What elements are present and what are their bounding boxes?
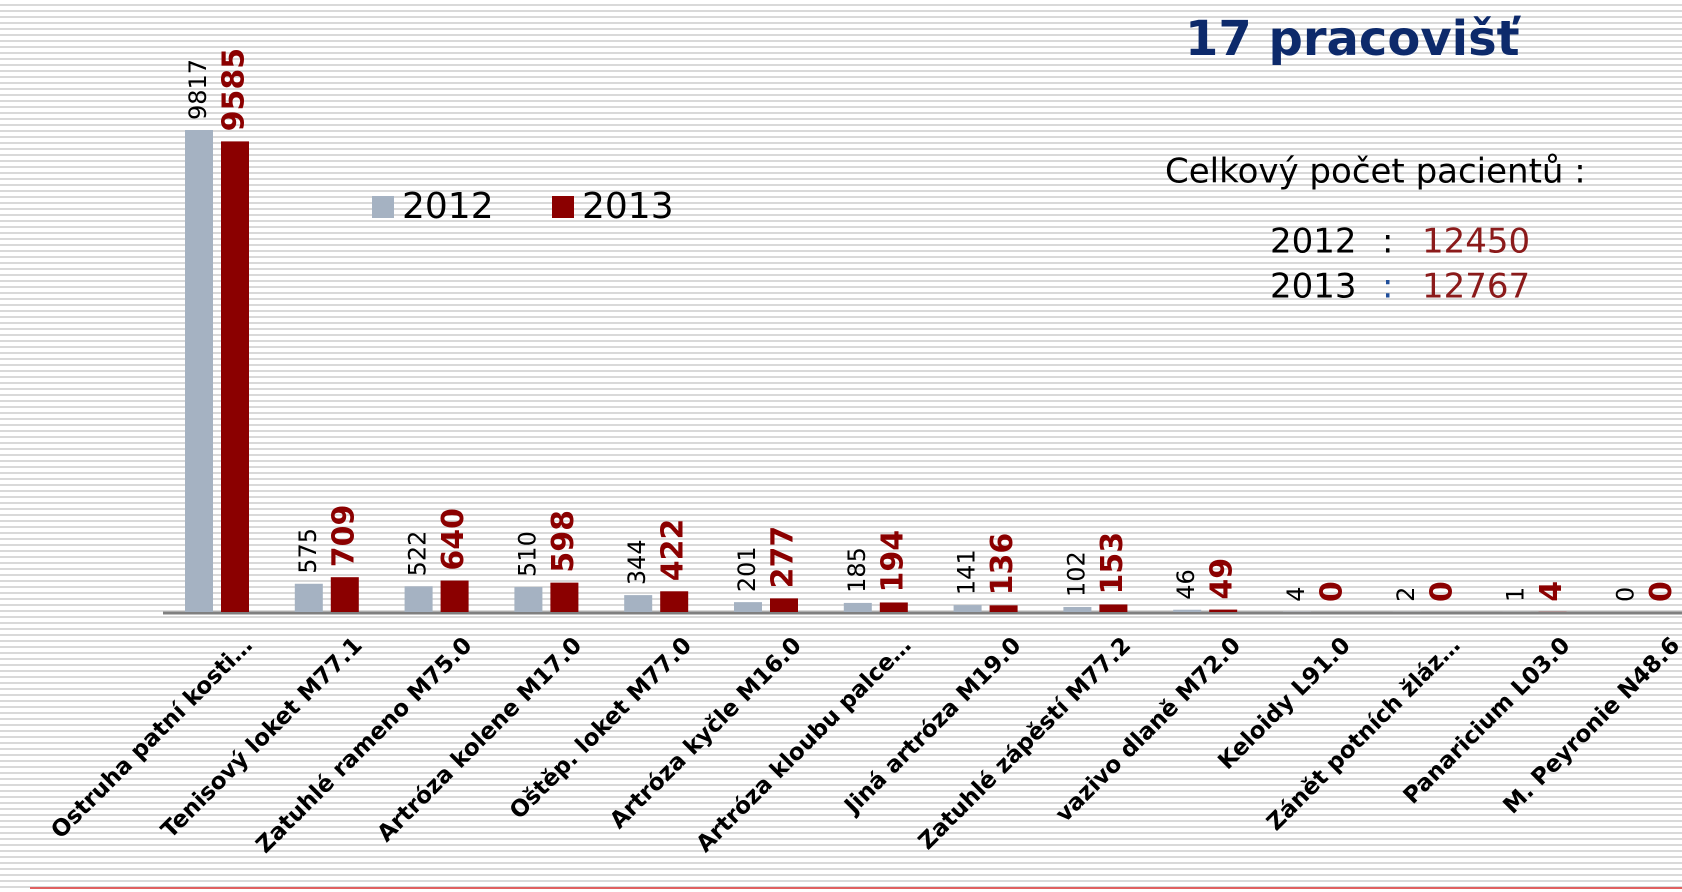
value-label: 102 bbox=[1062, 551, 1090, 597]
value-label: 4 bbox=[1282, 587, 1310, 602]
bar bbox=[1063, 606, 1092, 612]
value-label: 0 bbox=[1644, 581, 1679, 602]
value-label: 344 bbox=[623, 539, 651, 585]
x-tick-label: vazivo dlaně M72.0 bbox=[1051, 632, 1246, 827]
value-label: 522 bbox=[404, 531, 432, 577]
bar bbox=[989, 605, 1018, 612]
legend-swatch bbox=[552, 196, 574, 218]
value-label: 0 bbox=[1611, 587, 1639, 602]
bar bbox=[953, 605, 982, 612]
x-tick-label: Zatuhlé rameno M75.0 bbox=[251, 632, 477, 858]
bar bbox=[879, 602, 908, 612]
x-tick-label: Oštěp. loket M77.0 bbox=[505, 632, 697, 824]
value-label: 1 bbox=[1502, 587, 1530, 602]
total-year: 2012 bbox=[1270, 222, 1357, 262]
value-label: 136 bbox=[985, 533, 1020, 596]
x-tick-label: Zánět potních žláz… bbox=[1262, 632, 1466, 836]
heading: 17 pracovišť bbox=[1185, 11, 1522, 67]
bar bbox=[185, 130, 213, 612]
value-label: 640 bbox=[436, 508, 471, 571]
legend-label: 2013 bbox=[582, 186, 674, 227]
separator: : bbox=[1382, 222, 1393, 262]
x-tick-label: Tenisový loket M77.1 bbox=[157, 632, 368, 843]
x-tick-label: Artróza kyčle M16.0 bbox=[605, 632, 807, 834]
bar bbox=[770, 598, 798, 612]
x-tick-label: Artróza kloubu palce… bbox=[691, 632, 916, 857]
bar bbox=[514, 586, 543, 612]
bar bbox=[1099, 604, 1128, 612]
totals-title: Celkový počet pacientů : bbox=[1165, 152, 1586, 192]
value-label: 201 bbox=[733, 546, 761, 592]
value-label: 4 bbox=[1534, 581, 1569, 602]
bar bbox=[221, 141, 249, 612]
value-label: 709 bbox=[326, 505, 361, 568]
legend-label: 2012 bbox=[402, 186, 494, 227]
total-value: 12767 bbox=[1422, 267, 1530, 307]
bar bbox=[330, 577, 359, 612]
value-label: 9585 bbox=[217, 48, 252, 132]
bar bbox=[550, 582, 579, 612]
bar bbox=[624, 595, 653, 612]
value-label: 277 bbox=[766, 526, 801, 589]
value-label: 575 bbox=[294, 528, 322, 574]
value-label: 2 bbox=[1392, 587, 1420, 602]
value-label: 185 bbox=[843, 547, 871, 593]
value-label: 9817 bbox=[184, 59, 212, 120]
value-label: 141 bbox=[953, 549, 981, 595]
value-label: 0 bbox=[1424, 581, 1459, 602]
bar bbox=[294, 583, 323, 612]
value-label: 422 bbox=[656, 519, 691, 582]
separator: : bbox=[1382, 267, 1393, 307]
legend-swatch bbox=[372, 196, 394, 218]
bar bbox=[734, 602, 762, 612]
value-label: 194 bbox=[875, 530, 910, 593]
value-label: 0 bbox=[1315, 581, 1350, 602]
bar bbox=[1173, 609, 1202, 612]
value-label: 49 bbox=[1205, 558, 1240, 600]
total-value: 12450 bbox=[1422, 222, 1530, 262]
bar bbox=[1209, 609, 1238, 612]
bar bbox=[660, 591, 689, 612]
x-tick-label: Ostruha patní kosti… bbox=[46, 632, 258, 844]
value-label: 598 bbox=[546, 510, 581, 573]
x-tick-label: Zatuhlé zápěstí M77.2 bbox=[914, 632, 1136, 854]
x-tick-label: Artróza kolene M17.0 bbox=[372, 632, 587, 847]
x-tick-label: M. Peyronie N48.6 bbox=[1498, 632, 1682, 819]
bar bbox=[404, 586, 433, 612]
value-label: 153 bbox=[1095, 532, 1130, 595]
value-label: 510 bbox=[513, 531, 541, 577]
value-label: 46 bbox=[1172, 569, 1200, 600]
bar bbox=[440, 580, 469, 612]
x-tick-label: Jiná artróza M19.0 bbox=[838, 632, 1026, 820]
bar bbox=[843, 602, 872, 612]
total-year: 2013 bbox=[1270, 267, 1357, 307]
